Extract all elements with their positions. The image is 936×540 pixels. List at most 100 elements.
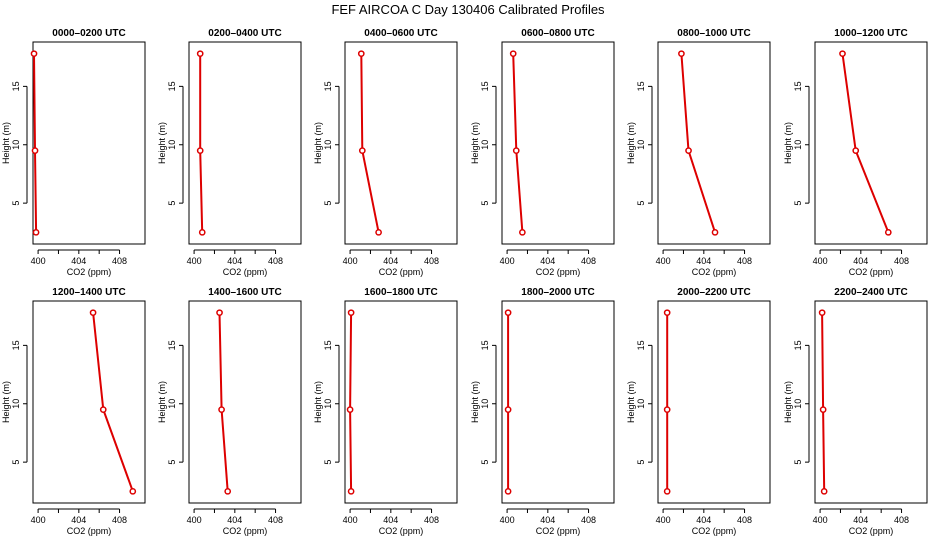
y-tick-label: 5: [11, 460, 21, 465]
panel-title: 2200–2400 UTC: [834, 287, 907, 298]
co2-data-point: [347, 487, 355, 495]
co2-data-point: [504, 406, 512, 413]
panel-title: 0200–0400 UTC: [208, 28, 281, 39]
x-tick-label: 400: [187, 256, 202, 266]
y-tick-label: 5: [636, 201, 646, 206]
y-tick-label: 15: [636, 81, 646, 91]
plot-frame: [188, 300, 302, 504]
y-tick-label: 5: [793, 201, 803, 206]
co2-profile-line: [680, 53, 716, 233]
y-axis-label: Height (m): [470, 122, 480, 164]
co2-data-point: [196, 147, 204, 154]
x-tick-label: 404: [227, 515, 242, 525]
co2-data-point: [685, 147, 692, 154]
co2-data-point: [504, 309, 512, 317]
co2-data-point: [358, 147, 366, 154]
y-tick-label: 10: [167, 140, 177, 150]
co2-data-point: [519, 228, 526, 236]
x-tick-label: 408: [268, 256, 283, 266]
y-tick-label: 5: [323, 460, 333, 465]
x-tick-label: 400: [343, 256, 358, 266]
co2-profile-line: [841, 53, 890, 233]
x-axis-label: CO2 (ppm): [849, 267, 894, 277]
y-tick-label: 10: [11, 399, 21, 409]
plot-frame: [657, 41, 771, 245]
x-tick-label: 400: [813, 256, 828, 266]
x-tick-label: 404: [71, 256, 86, 266]
co2-data-point: [504, 487, 512, 495]
x-tick-label: 400: [813, 515, 828, 525]
y-tick-label: 5: [323, 201, 333, 206]
x-tick-label: 408: [268, 515, 283, 525]
x-axis-label: CO2 (ppm): [692, 526, 737, 536]
y-tick-label: 10: [480, 399, 490, 409]
y-tick-label: 5: [636, 460, 646, 465]
y-tick-label: 5: [167, 201, 177, 206]
y-tick-label: 15: [793, 81, 803, 91]
co2-data-point: [224, 487, 232, 495]
x-tick-label: 400: [656, 256, 671, 266]
y-axis-label: Height (m): [1, 122, 11, 164]
y-axis-label: Height (m): [313, 381, 323, 423]
panels-container: 0000–0200 UTC 400 404 408 CO2 (ppm) 5 10 15 Heig…: [1, 28, 928, 536]
x-tick-label: 400: [343, 515, 358, 525]
y-tick-label: 10: [480, 140, 490, 150]
x-tick-label: 404: [696, 515, 711, 525]
co2-data-point: [99, 406, 107, 413]
co2-profile-line: [512, 53, 524, 233]
x-tick-label: 400: [500, 256, 515, 266]
y-tick-label: 5: [167, 460, 177, 465]
y-axis-label: Height (m): [626, 122, 636, 164]
panel-title: 0800–1000 UTC: [677, 28, 750, 39]
co2-data-point: [129, 487, 137, 495]
co2-data-point: [839, 50, 846, 58]
co2-data-point: [663, 309, 671, 317]
y-tick-label: 10: [167, 399, 177, 409]
y-tick-label: 10: [323, 140, 333, 150]
x-tick-label: 404: [227, 256, 242, 266]
panel-title: 1800–2000 UTC: [521, 287, 594, 298]
y-tick-label: 15: [11, 81, 21, 91]
x-tick-label: 400: [187, 515, 202, 525]
co2-data-point: [375, 228, 382, 236]
co2-data-point: [663, 406, 671, 413]
plot-frame: [501, 41, 615, 245]
x-tick-label: 400: [31, 515, 46, 525]
x-tick-label: 408: [581, 515, 596, 525]
co2-data-point: [31, 147, 39, 154]
y-axis-label: Height (m): [783, 122, 793, 164]
panel-title: 0000–0200 UTC: [52, 28, 125, 39]
co2-data-point: [357, 50, 365, 58]
plot-frame: [501, 300, 615, 504]
plot-frame: [814, 41, 928, 245]
y-tick-label: 10: [636, 399, 646, 409]
panel-title: 1400–1600 UTC: [208, 287, 281, 298]
plot-frame: [657, 300, 771, 504]
co2-data-point: [663, 487, 671, 495]
panel-title: 0400–0600 UTC: [364, 28, 437, 39]
x-axis-label: CO2 (ppm): [67, 267, 112, 277]
y-tick-label: 5: [11, 201, 21, 206]
y-axis-label: Height (m): [157, 381, 167, 423]
x-tick-label: 408: [424, 515, 439, 525]
co2-data-point: [346, 406, 354, 413]
y-tick-label: 15: [323, 81, 333, 91]
co2-data-point: [32, 228, 40, 236]
x-axis-label: CO2 (ppm): [692, 267, 737, 277]
x-axis-label: CO2 (ppm): [379, 267, 424, 277]
y-tick-label: 15: [323, 340, 333, 350]
x-tick-label: 408: [581, 256, 596, 266]
co2-profile-line: [33, 53, 38, 233]
x-axis-label: CO2 (ppm): [849, 526, 894, 536]
y-tick-label: 15: [793, 340, 803, 350]
co2-data-point: [509, 50, 517, 58]
co2-profile-line: [199, 53, 204, 233]
